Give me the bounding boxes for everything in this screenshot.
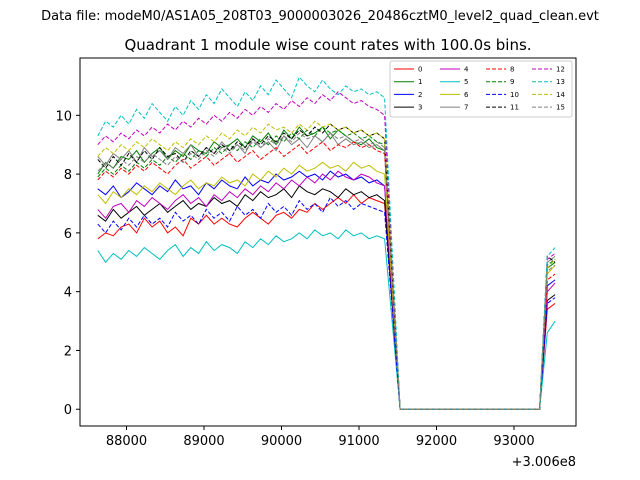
series-layer <box>97 76 556 410</box>
chart-title: Quadrant 1 module wise count rates with … <box>124 36 531 54</box>
legend-label-1: 1 <box>418 78 422 86</box>
plot-area-frame <box>79 57 577 427</box>
legend-label-2: 2 <box>418 91 422 99</box>
y-tick-label: 10 <box>55 109 72 124</box>
series-line-6 <box>97 161 556 410</box>
legend-label-6: 6 <box>464 91 469 99</box>
legend-label-14: 14 <box>556 91 565 99</box>
legend-label-15: 15 <box>556 104 565 112</box>
x-tick-label: 93000 <box>493 434 534 449</box>
x-tick-label: 90000 <box>261 434 302 449</box>
x-axis-offset-label: +3.006e8 <box>512 455 576 470</box>
legend-label-7: 7 <box>464 104 468 112</box>
legend-label-11: 11 <box>510 104 519 112</box>
series-line-11 <box>97 123 556 410</box>
legend-label-8: 8 <box>510 66 514 74</box>
x-tick-label: 91000 <box>338 434 379 449</box>
series-line-3 <box>97 185 556 410</box>
x-tick-label: 88000 <box>106 434 147 449</box>
series-line-14 <box>97 120 556 410</box>
y-tick-label: 8 <box>64 168 72 183</box>
series-line-4 <box>97 170 556 410</box>
series-line-8 <box>97 141 556 410</box>
legend-label-3: 3 <box>418 104 422 112</box>
legend-label-0: 0 <box>418 66 422 74</box>
legend-label-10: 10 <box>510 91 519 99</box>
x-tick-label: 92000 <box>416 434 457 449</box>
y-tick-label: 4 <box>64 286 72 301</box>
legend-label-12: 12 <box>556 66 565 74</box>
series-line-15 <box>97 132 556 410</box>
y-tick-label: 2 <box>64 344 72 359</box>
y-tick-label: 6 <box>64 227 72 242</box>
legend-label-5: 5 <box>464 78 468 86</box>
figure-suptitle: Data file: modeM0/AS1A05_208T03_90000030… <box>41 9 599 24</box>
x-tick-label: 89000 <box>183 434 224 449</box>
legend-box <box>389 60 573 118</box>
axis-ticks: 88000 89000 90000 91000 92000 93000 0 2 4 6 8 10 <box>55 109 534 449</box>
legend-label-9: 9 <box>510 78 514 86</box>
series-line-12 <box>97 91 556 410</box>
series-line-13 <box>97 76 556 410</box>
legend-label-4: 4 <box>464 66 469 74</box>
series-line-9 <box>97 126 556 410</box>
series-line-5 <box>97 229 556 410</box>
legend-label-13: 13 <box>556 78 565 86</box>
series-line-0 <box>97 193 556 410</box>
y-tick-label: 0 <box>64 403 72 418</box>
series-line-10 <box>97 196 556 410</box>
series-line-2 <box>97 170 556 410</box>
